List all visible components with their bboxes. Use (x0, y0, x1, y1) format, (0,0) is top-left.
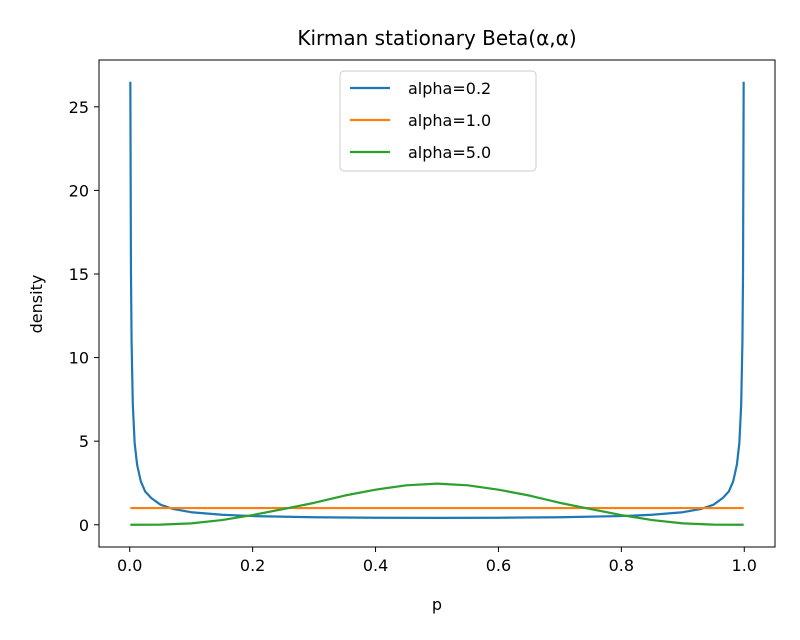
y-axis-label: density (27, 275, 46, 334)
x-tick-label: 1.0 (732, 556, 757, 575)
y-tick-label: 5 (79, 432, 89, 451)
axes-frame (98, 59, 776, 548)
legend-box (339, 70, 537, 172)
legend-label-2: alpha=5.0 (408, 143, 491, 162)
legend-label-1: alpha=1.0 (408, 111, 491, 130)
legend-label-0: alpha=0.2 (408, 79, 491, 98)
x-tick-label: 0.0 (117, 556, 142, 575)
series-line-0 (129, 81, 745, 520)
x-tick-label: 0.4 (363, 556, 388, 575)
x-tick-label: 0.6 (486, 556, 511, 575)
x-tick-label: 0.2 (240, 556, 265, 575)
y-tick-label: 15 (69, 265, 89, 284)
legend: alpha=0.2 alpha=1.0 alpha=5.0 (339, 70, 537, 172)
plot-area (129, 81, 745, 526)
y-tick-label: 0 (79, 516, 89, 535)
y-tick-label: 25 (69, 98, 89, 117)
x-axis-label: p (432, 595, 442, 614)
series-line-2 (130, 482, 744, 526)
x-tick-label: 0.8 (609, 556, 634, 575)
chart-title: Kirman stationary Beta(α,α) (297, 26, 576, 50)
y-tick-label: 10 (69, 349, 89, 368)
axes: 0.0 0.2 0.4 0.6 0.8 1.0 0 5 10 15 20 25 (69, 59, 776, 575)
y-tick-label: 20 (69, 181, 89, 200)
